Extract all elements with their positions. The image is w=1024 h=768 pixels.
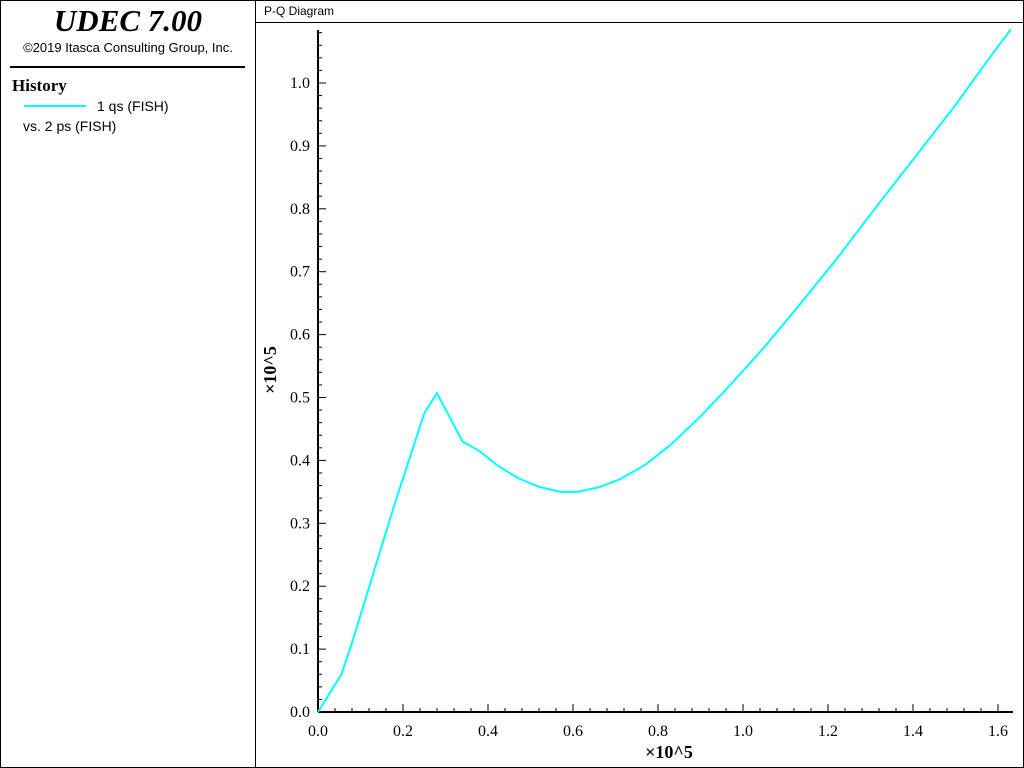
x-tick-label: 0.8 (648, 723, 668, 740)
x-tick-label: 0.6 (563, 723, 583, 740)
x-tick-label: 1.4 (903, 723, 923, 740)
x-tick-label: 0.4 (478, 723, 498, 740)
y-tick-label: 0.5 (290, 390, 310, 407)
x-axis-label: ×10^5 (645, 742, 693, 762)
x-axis-ticks: 0.0 0.2 0.4 0.6 0.8 1.0 1.2 1.4 1.6 (308, 704, 1008, 740)
x-tick-label: 0.0 (308, 723, 328, 740)
x-tick-label: 1.0 (733, 723, 753, 740)
y-tick-label: 0.0 (290, 704, 310, 721)
y-axis-label: ×10^5 (260, 346, 280, 394)
y-tick-label: 1.0 (290, 75, 310, 92)
y-tick-label: 0.4 (290, 452, 310, 469)
x-tick-label: 1.6 (988, 723, 1008, 740)
series-label: 1 qs (FISH) (97, 98, 169, 114)
y-tick-label: 0.6 (290, 327, 310, 344)
x-tick-label: 0.2 (393, 723, 413, 740)
series-line-swatch (24, 105, 86, 107)
app-title: UDEC 7.00 (53, 3, 203, 38)
plot-title: P-Q Diagram (264, 4, 335, 18)
title-divider (10, 66, 245, 68)
y-tick-label: 0.3 (290, 515, 310, 532)
series-layer (317, 28, 1012, 713)
y-tick-label: 0.9 (290, 138, 310, 155)
y-tick-label: 0.8 (290, 201, 310, 218)
plot-title-divider (256, 22, 1023, 23)
series-vs-label: vs. 2 ps (FISH) (23, 118, 117, 134)
y-axis-ticks: 0.0 0.1 0.2 0.3 0.4 0.5 0.6 0.7 0.8 0.9 1.0 (290, 32, 326, 721)
copyright-text: ©2019 Itasca Consulting Group, Inc. (23, 40, 233, 55)
legend-panel: UDEC 7.00 ©2019 Itasca Consulting Group,… (0, 0, 256, 767)
series-line (317, 28, 1012, 713)
y-tick-label: 0.2 (290, 578, 310, 595)
y-tick-label: 0.1 (290, 641, 310, 658)
x-tick-label: 1.2 (818, 723, 838, 740)
history-heading: History (12, 76, 67, 95)
y-tick-label: 0.7 (290, 264, 310, 281)
